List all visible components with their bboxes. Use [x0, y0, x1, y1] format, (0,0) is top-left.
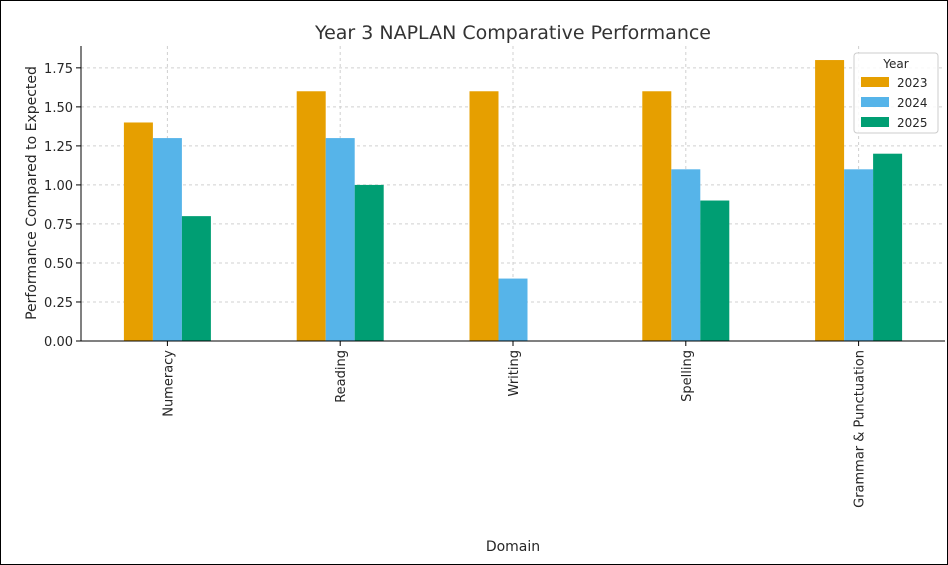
bars-group: [123, 60, 903, 342]
chart-title: Year 3 NAPLAN Comparative Performance: [314, 22, 711, 44]
x-tick-label: Spelling: [680, 350, 695, 402]
bar-2023-reading: [296, 91, 326, 341]
bar-2023-writing: [469, 91, 499, 341]
x-tick-label: Grammar & Punctuation: [853, 350, 868, 508]
y-tick-label: 1.25: [44, 140, 73, 155]
grid: [81, 46, 945, 342]
bar-2025-numeracy: [181, 216, 211, 341]
x-axis-ticks: Numeracy Reading Writing Spelling Grammar & …: [161, 341, 868, 508]
legend-box: [853, 52, 939, 134]
bar-2024-writing: [498, 278, 528, 341]
x-tick-label: Writing: [507, 350, 522, 396]
y-tick-label: 0.75: [44, 218, 73, 233]
legend-label-2024: 2024: [897, 96, 928, 110]
y-tick-label: 1.75: [44, 62, 73, 77]
bar-2025-grammar-punctuation: [873, 153, 903, 341]
legend-label-2025: 2025: [897, 116, 928, 130]
legend: Year 2023 2024 2025: [853, 52, 939, 134]
bar-2023-numeracy: [123, 122, 153, 342]
legend-swatch-2025: [861, 117, 889, 127]
y-axis-ticks: 0.00 0.25 0.50 0.75 1.00 1.25 1.50 1.75: [44, 62, 81, 350]
bar-2025-reading: [354, 184, 384, 341]
legend-title: Year: [882, 57, 908, 71]
bar-2023-spelling: [642, 91, 672, 341]
y-tick-label: 0.50: [44, 257, 73, 272]
legend-swatch-2024: [861, 97, 889, 107]
y-tick-label: 0.00: [44, 335, 73, 350]
x-tick-label: Reading: [334, 350, 349, 403]
legend-items: 2023 2024 2025: [861, 76, 928, 130]
bar-2024-numeracy: [152, 138, 182, 341]
y-axis-label: Performance Compared to Expected: [24, 66, 40, 320]
legend-label-2023: 2023: [897, 76, 928, 90]
bar-2024-grammar-punctuation: [844, 169, 874, 341]
x-tick-label: Numeracy: [161, 350, 176, 417]
y-tick-label: 1.50: [44, 101, 73, 116]
legend-swatch-2023: [861, 77, 889, 87]
bar-2025-spelling: [700, 200, 730, 341]
x-axis-label: Domain: [486, 539, 540, 555]
y-tick-label: 0.25: [44, 296, 73, 311]
y-tick-label: 1.00: [44, 179, 73, 194]
bar-2023-grammar-punctuation: [815, 60, 845, 342]
bar-2024-reading: [325, 138, 355, 341]
bar-2024-spelling: [671, 169, 701, 341]
